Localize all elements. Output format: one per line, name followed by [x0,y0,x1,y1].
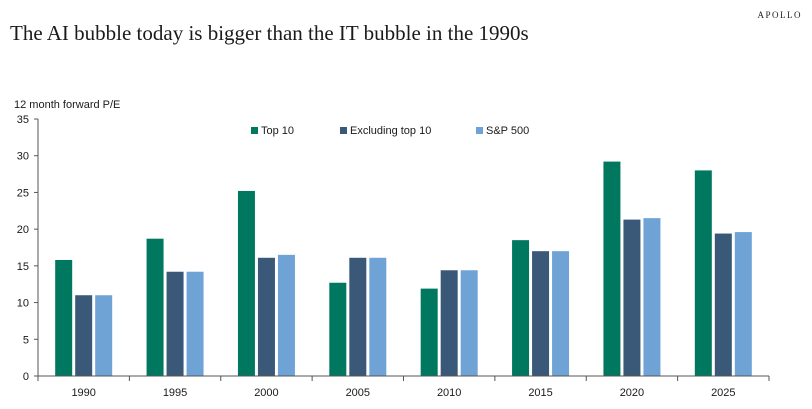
bar [552,251,570,376]
legend-item: Excluding top 10 [340,125,431,137]
bar [277,254,295,376]
y-tick-label: 35 [17,114,29,126]
y-tick-label: 10 [17,298,29,310]
legend-swatch [476,127,483,134]
bar [714,233,732,376]
chart-title: The AI bubble today is bigger than the I… [10,21,529,45]
series-s-p-500 [95,218,752,376]
legend-label: Excluding top 10 [350,125,431,137]
bar [95,295,113,376]
x-tick-label: 2020 [620,387,644,399]
y-tick-label: 20 [17,224,29,236]
bar [237,190,255,376]
bar [329,282,347,376]
y-tick-label: 5 [23,334,29,346]
legend-label: S&P 500 [486,125,529,137]
legend-label: Top 10 [261,125,294,137]
y-tick-label: 0 [23,371,29,383]
x-tick-label: 2010 [437,387,461,399]
bar [512,240,530,376]
bar [166,271,184,376]
legend-swatch [251,127,258,134]
x-tick-label: 2025 [711,387,735,399]
bar [694,170,712,376]
y-axis-label: 12 month forward P/E [14,99,120,111]
brand-logo-text: APOLLO [757,10,802,20]
x-tick-label: 2000 [254,387,278,399]
bar [603,161,621,376]
y-tick-label: 30 [17,151,29,163]
bar [55,259,73,376]
series-excluding-top-10 [75,219,732,376]
legend-item: S&P 500 [476,125,529,137]
y-tick-label: 25 [17,187,29,199]
x-tick-label: 2015 [528,387,552,399]
y-tick-label: 15 [17,261,29,273]
bar [734,232,752,376]
bar [369,257,387,376]
legend-swatch [340,127,347,134]
y-axis: 0 5 10 15 20 25 30 35 [17,114,39,383]
bar [643,218,661,376]
bar [420,288,438,376]
bar [146,238,164,376]
x-tick-label: 1990 [71,387,95,399]
legend: Top 10 Excluding top 10 S&P 500 [251,125,529,137]
x-tick-label: 2005 [346,387,370,399]
bar [440,270,458,376]
bar [623,219,641,376]
bar [349,257,367,376]
bar-series [55,161,752,376]
bar [460,270,478,376]
x-axis: 1990 1995 2000 2005 2010 2015 2020 2025 [37,375,770,399]
bar [257,257,275,376]
legend-item: Top 10 [251,125,294,137]
series-top-10 [55,161,712,376]
bar [75,295,93,376]
bar [186,271,204,376]
bar [532,251,550,376]
x-tick-label: 1995 [163,387,187,399]
